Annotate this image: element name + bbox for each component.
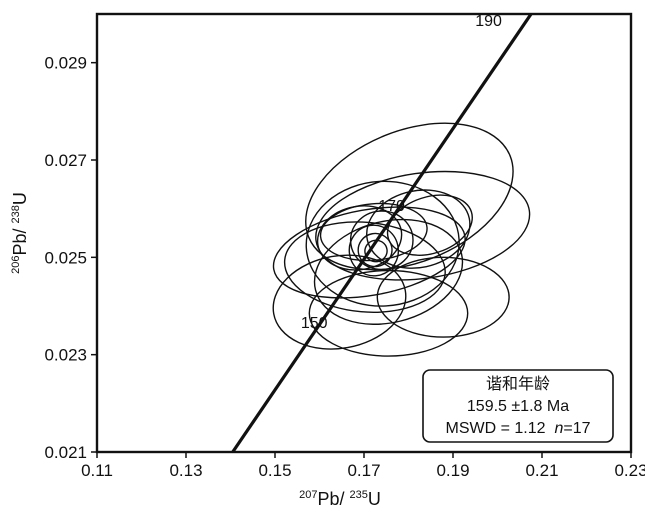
mswd-text: MSWD = 1.12 — [446, 420, 555, 437]
x-title-sup-u: 235 — [350, 489, 368, 501]
error-ellipse-17 — [364, 239, 388, 263]
x-tick-label: 0.19 — [436, 461, 469, 480]
x-tick-label: 0.17 — [347, 461, 380, 480]
y-title-sup-pb: 206 — [10, 256, 22, 274]
y-title-u: U — [10, 192, 30, 205]
y-tick-label: 0.023 — [44, 346, 87, 365]
x-tick-label: 0.11 — [81, 461, 113, 480]
concordia-age-labels: 150 170 190 — [301, 13, 502, 332]
legend-box-frame — [422, 369, 614, 443]
x-title-u: U — [368, 489, 381, 509]
error-ellipse-13 — [272, 254, 407, 350]
y-tick-label: 0.025 — [44, 248, 87, 267]
age-label-150: 150 — [301, 315, 328, 332]
error-ellipses — [272, 122, 531, 357]
error-ellipse-15 — [348, 224, 400, 277]
x-tick-label: 0.15 — [258, 461, 291, 480]
concordia-curve-group — [231, 14, 533, 452]
error-ellipse-16 — [357, 232, 393, 268]
legend-box: 谐和年龄 159.5 ±1.8 Ma MSWD = 1.12 n=17 — [422, 369, 614, 443]
legend-box-mswd: MSWD = 1.12 n=17 — [446, 420, 591, 437]
y-tick-label: 0.027 — [44, 151, 87, 170]
y-axis-title: 206Pb/ 238U — [10, 192, 30, 274]
x-title-pb: Pb/ — [317, 489, 349, 509]
error-ellipse-4 — [305, 180, 460, 307]
age-label-190: 190 — [475, 13, 502, 30]
y-tick-label: 0.029 — [44, 54, 87, 73]
x-tick-label: 0.23 — [614, 461, 645, 480]
error-ellipse-8 — [376, 256, 510, 338]
y-title-sup-u: 238 — [10, 205, 22, 223]
x-tick-label: 0.21 — [525, 461, 558, 480]
error-ellipse-2 — [315, 170, 531, 281]
concordia-curve — [231, 14, 533, 452]
x-axis-title: 207Pb/ 235U — [299, 489, 381, 509]
n-label: n — [554, 420, 563, 437]
error-ellipse-6 — [313, 218, 464, 325]
age-label-170: 170 — [378, 198, 405, 215]
y-title-pb: Pb/ — [10, 223, 30, 255]
x-axis-ticks: 0.11 0.13 0.15 0.17 0.19 0.21 0.23 — [81, 452, 645, 480]
n-value: =17 — [563, 420, 590, 437]
y-tick-label: 0.021 — [44, 443, 87, 462]
legend-box-title: 谐和年龄 — [486, 375, 550, 393]
x-tick-label: 0.13 — [169, 461, 202, 480]
x-title-sup-pb: 207 — [299, 489, 317, 501]
y-axis-ticks: 0.021 0.023 0.025 0.027 0.029 — [44, 54, 97, 462]
legend-box-age: 159.5 ±1.8 Ma — [467, 398, 569, 415]
